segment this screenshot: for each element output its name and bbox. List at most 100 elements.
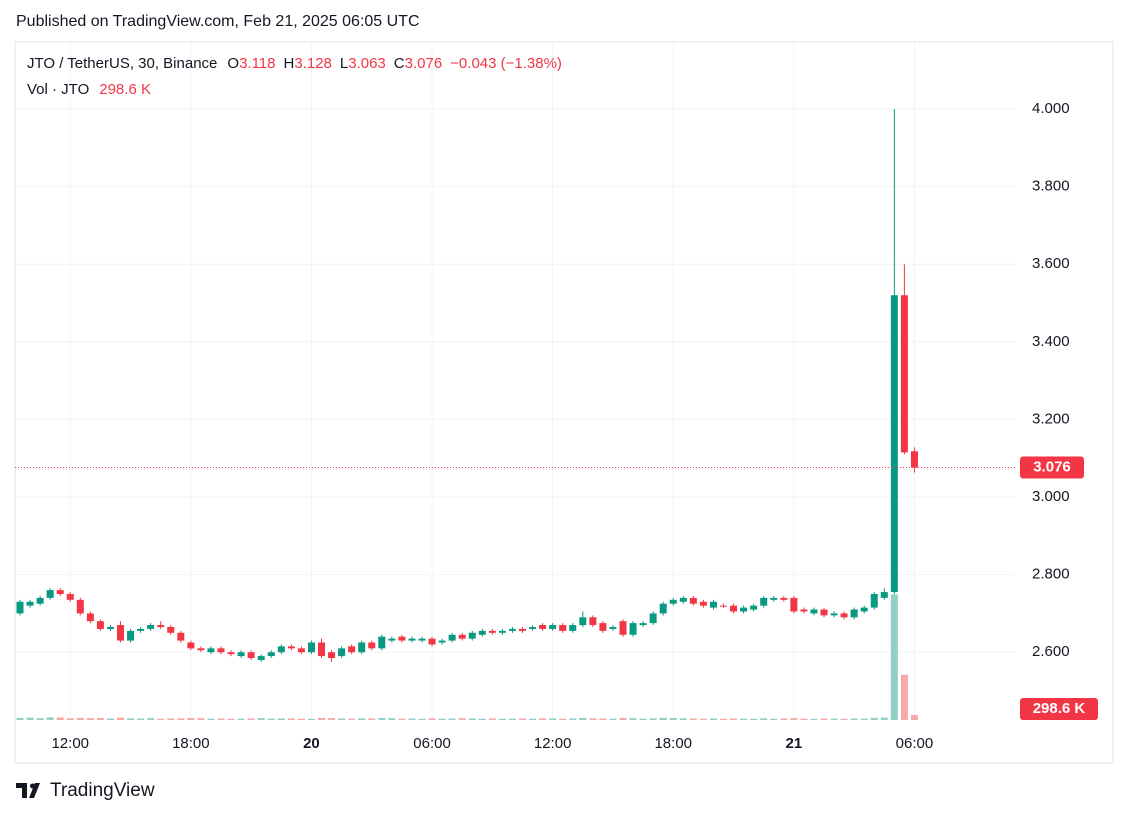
candle-body bbox=[519, 628, 526, 631]
volume-bar bbox=[257, 718, 265, 720]
volume-bar bbox=[227, 718, 235, 720]
candle-body bbox=[740, 607, 748, 612]
volume-bar bbox=[750, 718, 758, 720]
y-tick-label: 4.000 bbox=[1032, 100, 1070, 117]
volume-bar bbox=[609, 718, 617, 720]
candle-body bbox=[599, 623, 607, 631]
volume-bar bbox=[207, 718, 215, 720]
candle-body bbox=[26, 601, 34, 606]
x-tick-label: 18:00 bbox=[172, 735, 210, 752]
c-label: C bbox=[394, 55, 405, 72]
candle-body bbox=[910, 451, 918, 468]
volume-bar bbox=[147, 718, 155, 720]
candle-body bbox=[850, 609, 858, 618]
published-note: Published on TradingView.com, Feb 21, 20… bbox=[16, 13, 420, 30]
volume-bar bbox=[830, 718, 838, 720]
volume-bar bbox=[187, 717, 195, 720]
volume-bar bbox=[318, 717, 325, 720]
legend: JTO / TetherUS, 30, Binance O3.118 H3.128 L… bbox=[27, 55, 562, 72]
candle-body bbox=[478, 630, 486, 635]
x-tick-label: 21 bbox=[786, 735, 803, 752]
volume-bar bbox=[760, 718, 768, 720]
volume-bar bbox=[328, 718, 336, 720]
candle-body bbox=[428, 638, 436, 645]
volume-bar bbox=[539, 718, 547, 720]
candle-body bbox=[880, 592, 888, 598]
candle-body bbox=[157, 625, 165, 627]
volume-bar bbox=[880, 717, 888, 720]
volume-bar bbox=[127, 718, 135, 720]
volume-bar bbox=[137, 718, 145, 720]
volume-bar bbox=[348, 718, 356, 720]
candle-body bbox=[468, 632, 476, 639]
y-tick-label: 3.600 bbox=[1032, 255, 1070, 272]
change: −0.043 (−1.38%) bbox=[450, 55, 562, 72]
volume-bar bbox=[26, 717, 34, 720]
logo-dot bbox=[30, 783, 35, 789]
volume-bar bbox=[810, 718, 818, 720]
candle-body bbox=[177, 632, 185, 641]
volume-bar bbox=[16, 717, 24, 720]
x-tick-label: 06:00 bbox=[413, 735, 451, 752]
volume-bar bbox=[307, 718, 315, 720]
candle-body bbox=[870, 594, 878, 608]
volume-bar bbox=[529, 718, 537, 720]
volume-bar bbox=[157, 718, 165, 720]
volume-bar bbox=[368, 718, 376, 720]
candle-body bbox=[810, 609, 818, 614]
candle-body bbox=[86, 613, 94, 622]
candle-body bbox=[147, 625, 155, 629]
candle-body bbox=[348, 646, 356, 653]
candle-body bbox=[669, 599, 677, 604]
volume-bar bbox=[619, 717, 627, 720]
candle-body bbox=[609, 626, 617, 629]
candle-body bbox=[318, 642, 325, 657]
volume-bar bbox=[438, 718, 446, 720]
volume-bar bbox=[669, 717, 677, 720]
volume-bar bbox=[850, 718, 858, 720]
volume-bar bbox=[589, 718, 597, 720]
candle-body bbox=[750, 605, 758, 610]
volume-bar bbox=[36, 718, 44, 720]
l-label: L bbox=[340, 55, 348, 72]
volume-bar bbox=[247, 718, 255, 720]
volume-bar bbox=[770, 718, 778, 720]
volume-bar bbox=[277, 718, 285, 720]
volume-bar bbox=[388, 718, 396, 720]
last-price-label: 3.076 bbox=[1033, 458, 1071, 475]
candle-body bbox=[549, 625, 557, 629]
candle-body bbox=[388, 638, 396, 641]
candle-body bbox=[498, 630, 506, 633]
volume-bar bbox=[167, 718, 175, 720]
volume-bar bbox=[106, 718, 114, 720]
candle-body bbox=[267, 652, 275, 657]
candle-body bbox=[800, 609, 808, 612]
x-tick-label: 18:00 bbox=[654, 735, 692, 752]
volume-bar bbox=[900, 674, 908, 720]
volume-bar bbox=[76, 717, 84, 720]
volume-bar bbox=[599, 718, 607, 720]
volume-bar bbox=[649, 718, 657, 720]
candle-body bbox=[408, 638, 416, 641]
volume-bar bbox=[559, 718, 567, 720]
volume-bar bbox=[720, 718, 727, 720]
candle-body bbox=[257, 656, 265, 660]
candle-body bbox=[529, 626, 537, 629]
candle-body bbox=[378, 636, 386, 649]
y-tick-label: 3.000 bbox=[1032, 488, 1070, 505]
volume-bar bbox=[458, 718, 466, 720]
candle-body bbox=[659, 603, 667, 614]
candle-body bbox=[438, 640, 446, 643]
volume-bar bbox=[840, 718, 848, 720]
volume-bar bbox=[488, 718, 496, 720]
candle-body bbox=[900, 295, 908, 453]
h-label: H bbox=[284, 55, 295, 72]
volume-bar bbox=[699, 718, 707, 720]
candle-body bbox=[307, 642, 315, 653]
volume-bar bbox=[498, 718, 506, 720]
x-tick-label: 20 bbox=[303, 735, 320, 752]
candle-body bbox=[277, 646, 285, 653]
candle-body bbox=[649, 613, 657, 624]
candle-body bbox=[207, 648, 215, 653]
candle-body bbox=[217, 648, 225, 653]
